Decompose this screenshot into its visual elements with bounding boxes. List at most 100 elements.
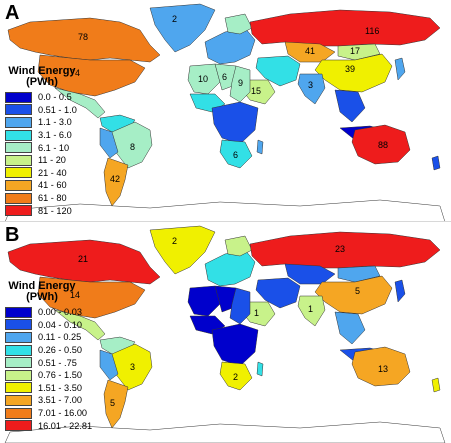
map-label: 41 xyxy=(305,46,315,56)
region-south-africa xyxy=(219,361,253,391)
region-australia xyxy=(351,346,411,387)
region-central-africa xyxy=(211,323,259,367)
legend-row: 0.00 - 0.03 xyxy=(3,306,92,319)
legend-label: 0.51 - .75 xyxy=(38,357,77,368)
legend-row: 0.76 - 1.50 xyxy=(3,369,92,382)
panel-divider xyxy=(0,221,451,222)
map-label: 17 xyxy=(350,46,360,56)
legend-title: Wind Energy (PWh) xyxy=(3,281,81,303)
legend-swatch xyxy=(5,331,32,343)
region-antarctica xyxy=(4,199,446,222)
legend-row: 0.51 - .75 xyxy=(3,356,92,369)
legend-swatch xyxy=(5,154,32,166)
legend-label: 81 - 120 xyxy=(38,205,72,216)
map-label: 6 xyxy=(222,72,227,82)
legend-row: 21 - 40 xyxy=(3,167,81,180)
legend-swatch xyxy=(5,382,32,394)
legend-swatch xyxy=(5,179,32,191)
region-europe xyxy=(204,27,256,65)
legend-rows: 0.0 - 0.5 0.51 - 1.0 1.1 - 3.0 3.1 - 6.0… xyxy=(3,91,81,217)
legend-title-line2: (PWh) xyxy=(26,76,58,88)
legend-swatch xyxy=(5,192,32,204)
region-usa xyxy=(37,54,146,97)
legend-label: 0.76 - 1.50 xyxy=(38,370,82,381)
legend-label: 6.1 - 10 xyxy=(38,142,70,153)
map-label: 6 xyxy=(233,150,238,160)
map-label: 42 xyxy=(110,174,120,184)
legend-swatch xyxy=(5,104,32,116)
legend-row: 61 - 80 xyxy=(3,192,81,205)
legend-swatch xyxy=(5,357,32,369)
legend-label: 21 - 40 xyxy=(38,167,67,178)
region-central-africa xyxy=(211,101,259,145)
legend-label: 7.01 - 16.00 xyxy=(38,408,88,419)
region-argentina xyxy=(103,157,129,207)
map-label: 3 xyxy=(130,362,135,372)
region-usa xyxy=(37,276,146,319)
region-argentina xyxy=(103,379,129,429)
legend-b: Wind Energy (PWh) 0.00 - 0.03 0.04 - 0.1… xyxy=(3,281,92,432)
panel-letter: A xyxy=(5,2,20,24)
legend-row: 0.26 - 0.50 xyxy=(3,344,92,357)
map-label: 1 xyxy=(254,308,259,318)
map-label: 23 xyxy=(335,244,345,254)
legend-rows: 0.00 - 0.03 0.04 - 0.10 0.11 - 0.25 0.26… xyxy=(3,306,92,432)
legend-label: 0.51 - 1.0 xyxy=(38,104,77,115)
region-greenland xyxy=(149,3,216,53)
region-scandinavia xyxy=(224,13,253,35)
map-label: 5 xyxy=(110,398,115,408)
region-india xyxy=(297,295,326,327)
map-label: 9 xyxy=(238,78,243,88)
legend-row: 1.1 - 3.0 xyxy=(3,116,81,129)
region-antarctica xyxy=(4,421,446,443)
map-label: 5 xyxy=(355,286,360,296)
region-india xyxy=(297,73,326,105)
region-central-asia xyxy=(255,277,301,309)
region-russia xyxy=(249,9,441,47)
legend-row: 7.01 - 16.00 xyxy=(3,407,92,420)
region-new-zealand xyxy=(431,155,441,171)
region-canada xyxy=(7,17,161,63)
world-map-a: 2 78 74 116 41 17 39 10 6 9 15 3 8 42 6 … xyxy=(4,3,446,222)
map-label: 21 xyxy=(78,254,88,264)
legend-swatch xyxy=(5,369,32,381)
region-greenland xyxy=(149,225,216,275)
legend-label: 0.26 - 0.50 xyxy=(38,345,82,356)
map-label: 10 xyxy=(198,74,208,84)
region-andes xyxy=(99,127,119,159)
map-panel-a: 2 78 74 116 41 17 39 10 6 9 15 3 8 42 6 … xyxy=(3,2,446,222)
region-se-asia xyxy=(334,89,366,123)
region-south-africa xyxy=(219,139,253,169)
legend-a: Wind Energy (PWh) 0.0 - 0.5 0.51 - 1.0 1… xyxy=(3,66,81,217)
legend-label: 11 - 20 xyxy=(38,155,66,166)
legend-label: 3.51 - 7.00 xyxy=(38,395,82,406)
legend-title-line2: (PWh) xyxy=(26,291,58,303)
legend-row: 16.01 - 22.81 xyxy=(3,419,92,432)
legend-swatch xyxy=(5,344,32,356)
legend-title-line1: Wind Energy xyxy=(8,65,76,77)
legend-row: 3.51 - 7.00 xyxy=(3,394,92,407)
legend-title: Wind Energy (PWh) xyxy=(3,66,81,88)
legend-label: 1.51 - 3.50 xyxy=(38,382,82,393)
map-label: 3 xyxy=(308,80,313,90)
legend-label: 1.1 - 3.0 xyxy=(38,117,72,128)
legend-title-line1: Wind Energy xyxy=(8,280,76,292)
legend-row: 81 - 120 xyxy=(3,204,81,217)
legend-row: 41 - 60 xyxy=(3,179,81,192)
legend-swatch xyxy=(5,91,32,103)
legend-row: 0.11 - 0.25 xyxy=(3,331,92,344)
legend-swatch xyxy=(5,205,32,217)
region-japan xyxy=(394,279,406,303)
region-japan xyxy=(394,57,406,81)
region-mexico xyxy=(54,87,106,119)
legend-label: 0.00 - 0.03 xyxy=(38,307,82,318)
legend-row: 6.1 - 10 xyxy=(3,141,81,154)
map-label: 1 xyxy=(308,304,313,314)
map-label: 8 xyxy=(130,142,135,152)
region-mexico xyxy=(54,309,106,341)
map-label: 88 xyxy=(378,140,388,150)
map-panel-b: 2 21 14 23 5 1 1 3 5 2 13 B Wind Energy … xyxy=(0,222,451,443)
region-se-asia xyxy=(334,311,366,345)
legend-swatch xyxy=(5,407,32,419)
region-new-zealand xyxy=(431,377,441,393)
